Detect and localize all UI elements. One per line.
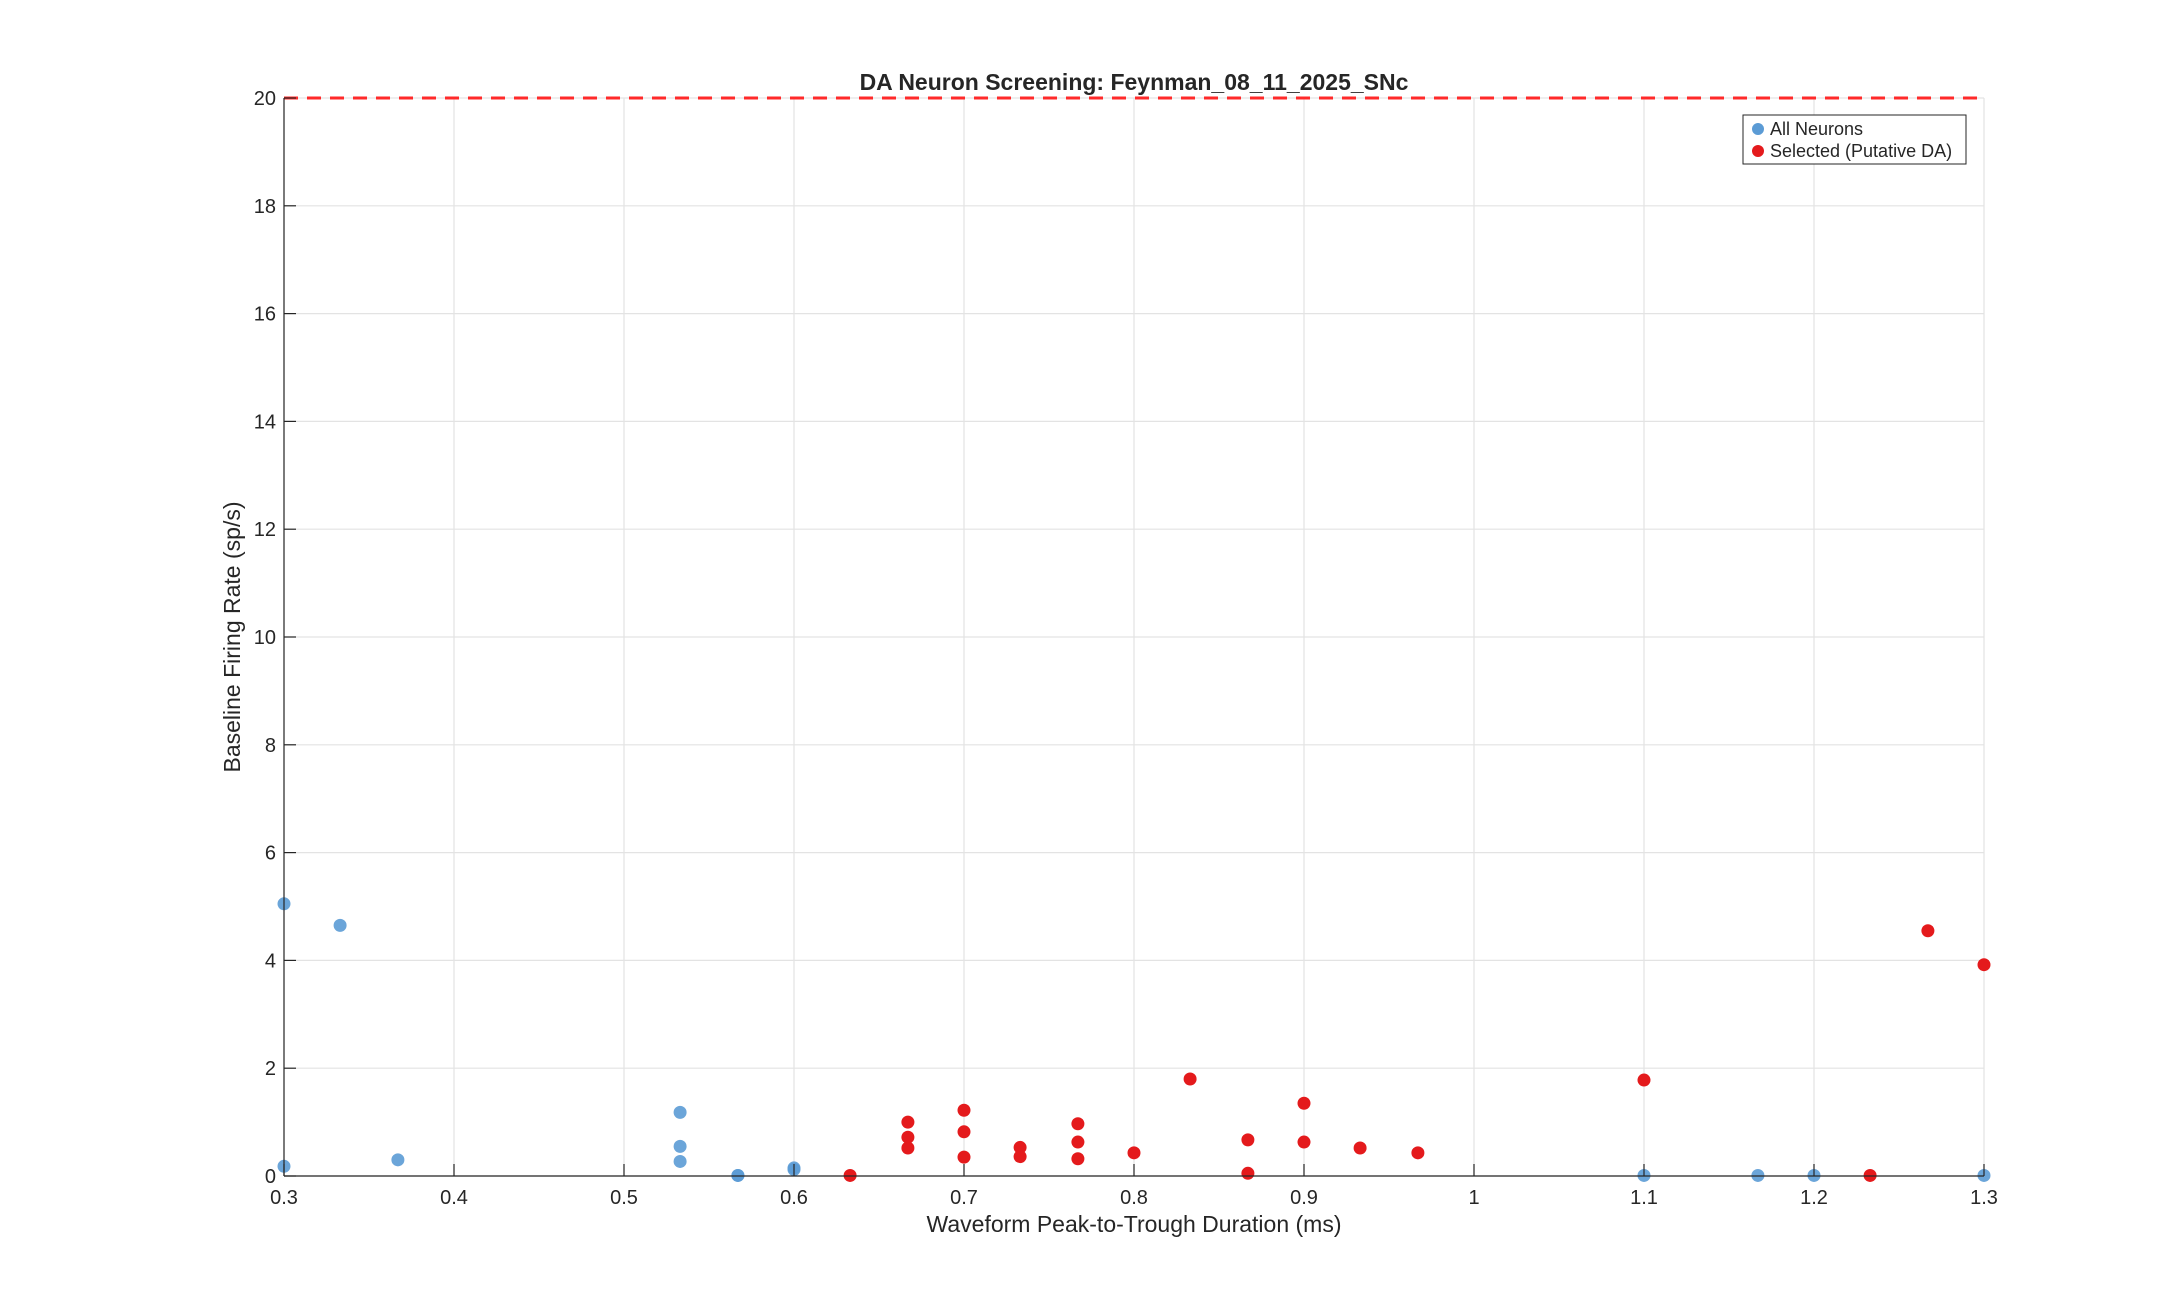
- data-point-selected: [1353, 1141, 1367, 1155]
- x-tick-label: 1.3: [1970, 1187, 1998, 1209]
- data-point-selected: [901, 1130, 915, 1144]
- y-tick-label: 12: [254, 519, 276, 541]
- data-point-selected: [1921, 924, 1935, 938]
- data-point-selected: [1071, 1117, 1085, 1131]
- tick-labels: 0.3 0.4 0.5 0.6 0.7 0.8 0.9 1 1.1 1.2 1.3 0 2 4 6 8 10 12…: [254, 88, 1998, 1209]
- x-tick-label: 0.9: [1290, 1187, 1318, 1209]
- data-point-selected: [1637, 1073, 1651, 1087]
- y-tick-label: 2: [265, 1058, 276, 1080]
- legend-box: [1742, 114, 1967, 165]
- legend-label-all-neurons: All Neurons: [1770, 119, 1863, 139]
- data-point-all-neurons: [673, 1139, 687, 1153]
- data-point-selected: [1411, 1146, 1425, 1160]
- y-tick-label: 18: [254, 196, 276, 218]
- x-tick-label: 0.7: [950, 1187, 978, 1209]
- y-tick-label: 14: [254, 411, 276, 433]
- plot-area: 0.3 0.4 0.5 0.6 0.7 0.8 0.9 1 1.1 1.2 1.3 0 2 4 6 8 10 12…: [254, 88, 1998, 1209]
- y-tick-label: 10: [254, 627, 276, 649]
- data-point-selected: [1241, 1166, 1255, 1180]
- data-point-selected: [957, 1150, 971, 1164]
- data-point-selected: [1241, 1133, 1255, 1147]
- x-tick-label: 1: [1468, 1187, 1479, 1209]
- data-point-selected: [1071, 1152, 1085, 1166]
- x-tick-label: 0.3: [270, 1187, 298, 1209]
- x-tick-label: 1.1: [1630, 1187, 1658, 1209]
- chart-title: DA Neuron Screening: Feynman_08_11_2025_…: [860, 69, 1409, 95]
- y-tick-label: 0: [265, 1166, 276, 1188]
- y-tick-label: 8: [265, 735, 276, 757]
- x-tick-label: 0.8: [1120, 1187, 1148, 1209]
- data-point-selected: [1297, 1135, 1311, 1149]
- legend-label-selected: Selected (Putative DA): [1770, 141, 1952, 161]
- data-point-selected: [957, 1125, 971, 1139]
- y-tick-label: 16: [254, 304, 276, 326]
- x-tick-label: 1.2: [1800, 1187, 1828, 1209]
- data-point-all-neurons: [673, 1154, 687, 1168]
- y-tick-label: 6: [265, 843, 276, 865]
- data-point-selected: [1183, 1072, 1197, 1086]
- data-point-selected: [957, 1103, 971, 1117]
- data-point-selected: [1013, 1150, 1027, 1164]
- x-tick-label: 0.4: [440, 1187, 468, 1209]
- legend-marker-selected: [1752, 145, 1764, 157]
- data-point-selected: [1127, 1146, 1141, 1160]
- data-point-all-neurons: [391, 1153, 405, 1167]
- x-axis-label: Waveform Peak-to-Trough Duration (ms): [927, 1211, 1342, 1237]
- y-axis-label: Baseline Firing Rate (sp/s): [219, 502, 245, 773]
- data-point-selected: [901, 1141, 915, 1155]
- y-tick-label: 20: [254, 88, 276, 110]
- y-tick-label: 4: [265, 950, 276, 972]
- data-point-all-neurons: [673, 1105, 687, 1119]
- data-point-selected: [1977, 958, 1991, 972]
- x-tick-label: 0.6: [780, 1187, 808, 1209]
- legend-marker-all-neurons: [1752, 123, 1764, 135]
- data-point-all-neurons: [333, 918, 347, 932]
- axes-lines: [283, 97, 1985, 1177]
- data-point-selected: [901, 1115, 915, 1129]
- legend: All Neurons Selected (Putative DA): [1742, 114, 1967, 165]
- data-point-selected: [1297, 1096, 1311, 1110]
- data-point-selected: [1013, 1140, 1027, 1154]
- x-tick-label: 0.5: [610, 1187, 638, 1209]
- data-point-selected: [1071, 1135, 1085, 1149]
